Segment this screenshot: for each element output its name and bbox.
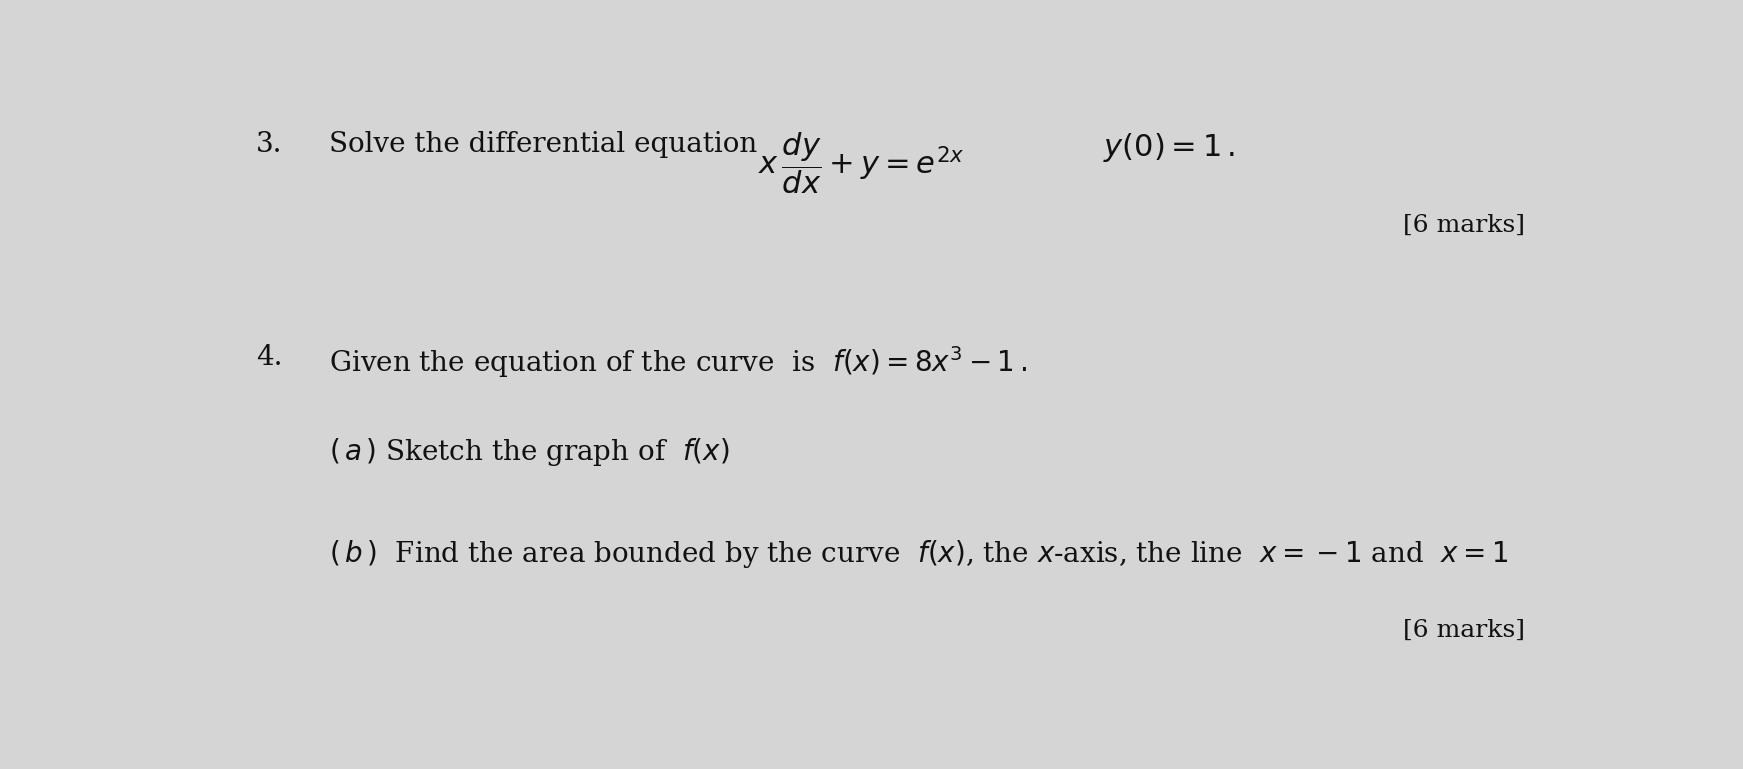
Text: $(\,a\,)$ Sketch the graph of  $f\left(x\right)$: $(\,a\,)$ Sketch the graph of $f\left(x\… (329, 436, 729, 468)
Text: 4.: 4. (256, 344, 282, 371)
Text: 3.: 3. (256, 131, 282, 158)
Text: $y(0) = 1\,.$: $y(0) = 1\,.$ (1103, 131, 1234, 164)
Text: $(\,b\,)$  Find the area bounded by the curve  $f\left(x\right)$, the $x$-axis, : $(\,b\,)$ Find the area bounded by the c… (329, 538, 1508, 570)
Text: $x\,\dfrac{dy}{dx} + y = e^{2x}$: $x\,\dfrac{dy}{dx} + y = e^{2x}$ (758, 131, 964, 196)
Text: Solve the differential equation: Solve the differential equation (329, 131, 756, 158)
Text: [6 marks]: [6 marks] (1403, 214, 1525, 237)
Text: Given the equation of the curve  is  $f\left(x\right) = 8x^{3} - 1\,.$: Given the equation of the curve is $f\le… (329, 344, 1027, 380)
Text: [6 marks]: [6 marks] (1403, 619, 1525, 642)
